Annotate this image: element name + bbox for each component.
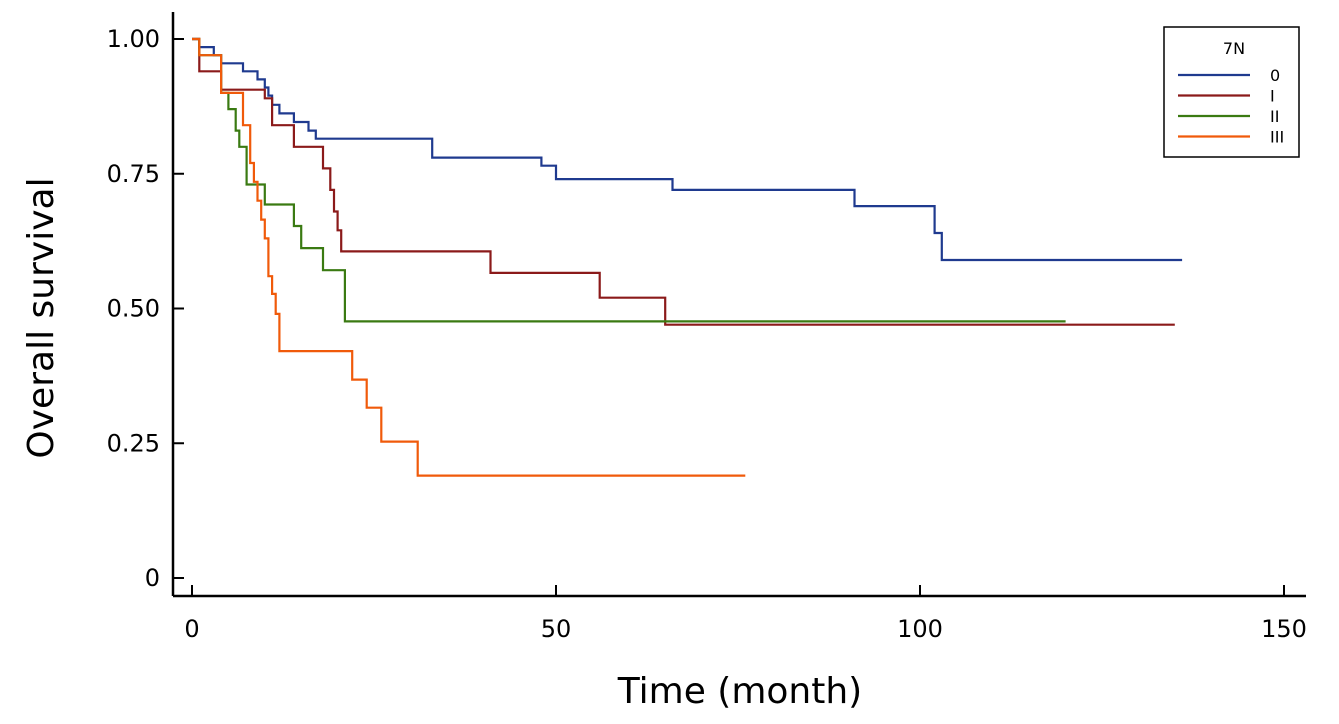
y-tick-label: 1.00 — [107, 25, 160, 53]
legend-label: I — [1270, 87, 1275, 106]
y-tick-label: 0.25 — [107, 429, 160, 457]
plot-area — [192, 37, 1183, 477]
x-ticks: 0 50 100 150 — [184, 585, 1307, 643]
y-tick-label: 0.50 — [107, 295, 160, 323]
series-line-1 — [192, 37, 1175, 326]
x-tick-label: 50 — [541, 615, 572, 643]
legend-box — [1163, 26, 1300, 158]
legend-title: 7N — [1223, 39, 1245, 58]
x-tick-label: 100 — [897, 615, 943, 643]
legend-label: 0 — [1270, 66, 1280, 85]
series-line-0 — [192, 37, 1183, 262]
axes: 0 0.25 0.50 0.75 1.00 0 50 100 150 — [107, 12, 1307, 643]
y-tick-label: 0.75 — [107, 160, 160, 188]
series-line-3 — [192, 37, 746, 477]
y-tick-label: 0 — [145, 564, 160, 592]
x-tick-label: 0 — [184, 615, 199, 643]
legend-label: II — [1270, 107, 1279, 126]
y-ticks: 0 0.25 0.50 0.75 1.00 — [107, 25, 184, 592]
legend-label: III — [1270, 128, 1284, 147]
x-tick-label: 150 — [1261, 615, 1307, 643]
y-axis-title: Overall survival — [21, 177, 62, 458]
x-axis-title: Time (month) — [617, 671, 862, 712]
